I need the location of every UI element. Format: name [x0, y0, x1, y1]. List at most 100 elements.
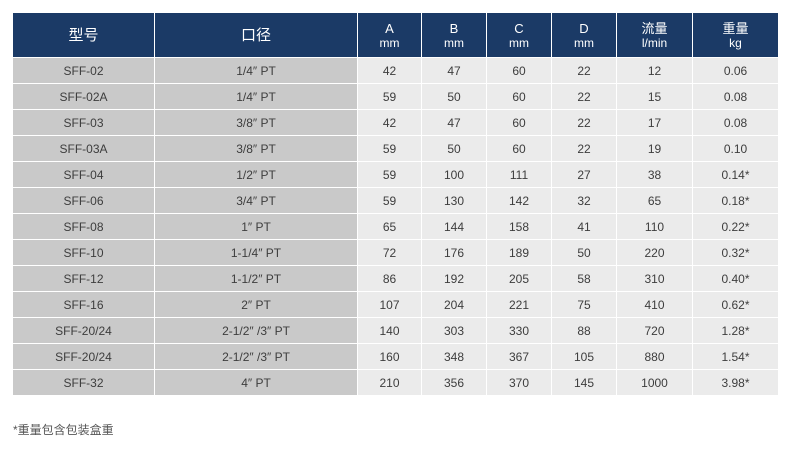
cell-b: 130 — [422, 188, 486, 213]
cell-c: 142 — [487, 188, 551, 213]
cell-model: SFF-02 — [13, 58, 154, 83]
cell-flow: 880 — [617, 344, 692, 369]
cell-b: 348 — [422, 344, 486, 369]
cell-d: 75 — [552, 292, 616, 317]
cell-model: SFF-08 — [13, 214, 154, 239]
cell-weight: 0.08 — [693, 84, 778, 109]
table-row: SFF-03A 3/8″ PT 59 50 60 22 19 0.10 — [13, 136, 778, 161]
table-row: SFF-10 1-1/4″ PT 72 176 189 50 220 0.32* — [13, 240, 778, 265]
cell-a: 72 — [358, 240, 421, 265]
cell-c: 158 — [487, 214, 551, 239]
cell-flow: 110 — [617, 214, 692, 239]
cell-bore: 1/4″ PT — [155, 84, 357, 109]
cell-flow: 19 — [617, 136, 692, 161]
table-row: SFF-32 4″ PT 210 356 370 145 1000 3.98* — [13, 370, 778, 395]
cell-a: 59 — [358, 136, 421, 161]
cell-d: 41 — [552, 214, 616, 239]
cell-weight: 0.06 — [693, 58, 778, 83]
cell-c: 189 — [487, 240, 551, 265]
cell-model: SFF-16 — [13, 292, 154, 317]
cell-b: 176 — [422, 240, 486, 265]
cell-bore: 2″ PT — [155, 292, 357, 317]
cell-a: 59 — [358, 162, 421, 187]
cell-d: 22 — [552, 110, 616, 135]
cell-model: SFF-03A — [13, 136, 154, 161]
cell-a: 59 — [358, 84, 421, 109]
header-bore: 口径 — [155, 13, 357, 57]
cell-c: 60 — [487, 136, 551, 161]
cell-bore: 2-1/2″ /3″ PT — [155, 344, 357, 369]
cell-d: 50 — [552, 240, 616, 265]
cell-bore: 1/2″ PT — [155, 162, 357, 187]
cell-weight: 0.10 — [693, 136, 778, 161]
cell-weight: 0.14* — [693, 162, 778, 187]
table-row: SFF-08 1″ PT 65 144 158 41 110 0.22* — [13, 214, 778, 239]
cell-weight: 1.54* — [693, 344, 778, 369]
table-row: SFF-04 1/2″ PT 59 100 111 27 38 0.14* — [13, 162, 778, 187]
cell-model: SFF-20/24 — [13, 318, 154, 343]
cell-model: SFF-06 — [13, 188, 154, 213]
cell-flow: 1000 — [617, 370, 692, 395]
cell-model: SFF-10 — [13, 240, 154, 265]
cell-weight: 0.32* — [693, 240, 778, 265]
cell-b: 47 — [422, 110, 486, 135]
cell-b: 356 — [422, 370, 486, 395]
cell-c: 370 — [487, 370, 551, 395]
cell-a: 59 — [358, 188, 421, 213]
cell-a: 140 — [358, 318, 421, 343]
table-row: SFF-03 3/8″ PT 42 47 60 22 17 0.08 — [13, 110, 778, 135]
header-flow: 流量 l/min — [617, 13, 692, 57]
header-weight: 重量 kg — [693, 13, 778, 57]
cell-c: 367 — [487, 344, 551, 369]
cell-flow: 17 — [617, 110, 692, 135]
cell-a: 42 — [358, 110, 421, 135]
cell-b: 47 — [422, 58, 486, 83]
cell-bore: 3/8″ PT — [155, 110, 357, 135]
cell-d: 22 — [552, 136, 616, 161]
cell-b: 50 — [422, 136, 486, 161]
cell-d: 88 — [552, 318, 616, 343]
table-row: SFF-02 1/4″ PT 42 47 60 22 12 0.06 — [13, 58, 778, 83]
cell-bore: 3/4″ PT — [155, 188, 357, 213]
cell-d: 105 — [552, 344, 616, 369]
cell-bore: 2-1/2″ /3″ PT — [155, 318, 357, 343]
cell-b: 204 — [422, 292, 486, 317]
cell-bore: 1-1/4″ PT — [155, 240, 357, 265]
cell-b: 303 — [422, 318, 486, 343]
table-row: SFF-06 3/4″ PT 59 130 142 32 65 0.18* — [13, 188, 778, 213]
cell-flow: 310 — [617, 266, 692, 291]
table-body: SFF-02 1/4″ PT 42 47 60 22 12 0.06 SFF-02A 1/4″ P… — [13, 58, 778, 395]
table-row: SFF-12 1-1/2″ PT 86 192 205 58 310 0.40* — [13, 266, 778, 291]
cell-model: SFF-03 — [13, 110, 154, 135]
cell-weight: 0.22* — [693, 214, 778, 239]
cell-d: 27 — [552, 162, 616, 187]
cell-flow: 38 — [617, 162, 692, 187]
cell-a: 107 — [358, 292, 421, 317]
cell-model: SFF-20/24 — [13, 344, 154, 369]
cell-d: 145 — [552, 370, 616, 395]
table-row: SFF-20/24 2-1/2″ /3″ PT 160 348 367 105 880 1.5… — [13, 344, 778, 369]
table-row: SFF-20/24 2-1/2″ /3″ PT 140 303 330 88 720 1.28… — [13, 318, 778, 343]
cell-d: 32 — [552, 188, 616, 213]
cell-model: SFF-04 — [13, 162, 154, 187]
cell-bore: 1/4″ PT — [155, 58, 357, 83]
cell-weight: 3.98* — [693, 370, 778, 395]
cell-flow: 220 — [617, 240, 692, 265]
cell-c: 221 — [487, 292, 551, 317]
cell-weight: 0.18* — [693, 188, 778, 213]
cell-bore: 1-1/2″ PT — [155, 266, 357, 291]
cell-weight: 0.62* — [693, 292, 778, 317]
cell-a: 160 — [358, 344, 421, 369]
cell-model: SFF-32 — [13, 370, 154, 395]
cell-model: SFF-02A — [13, 84, 154, 109]
cell-a: 65 — [358, 214, 421, 239]
cell-b: 144 — [422, 214, 486, 239]
cell-model: SFF-12 — [13, 266, 154, 291]
cell-bore: 4″ PT — [155, 370, 357, 395]
